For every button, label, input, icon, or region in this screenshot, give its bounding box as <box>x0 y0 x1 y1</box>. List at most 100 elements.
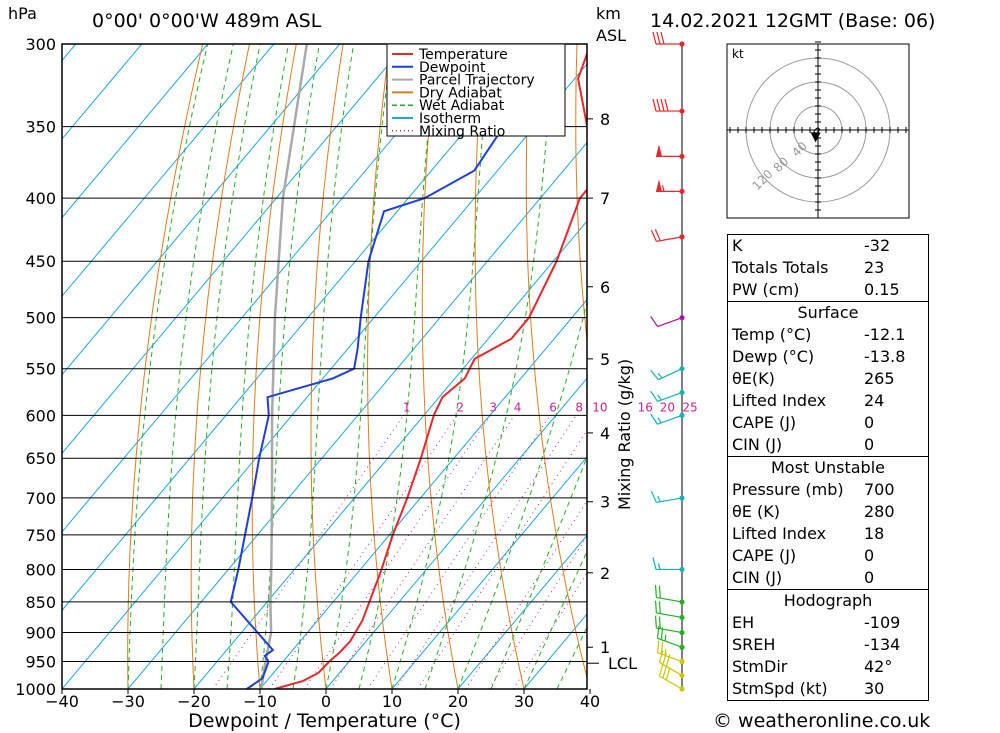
asl-label: ASL <box>596 26 627 45</box>
wind-barb-shaft <box>659 675 683 690</box>
dry-adiabat-line <box>525 44 587 680</box>
wind-barb-half-feather <box>664 649 667 656</box>
pressure-tick-label: 400 <box>25 189 56 208</box>
index-value: 265 <box>864 369 895 388</box>
index-row-pw: PW (cm) 0.15 <box>728 279 928 301</box>
index-value: -134 <box>864 635 901 654</box>
mixing-ratio-label: 4 <box>514 400 522 414</box>
index-label: Dewp (°C) <box>732 347 815 366</box>
index-value: 700 <box>864 480 895 499</box>
height-km-tick-label: 8 <box>600 110 610 129</box>
index-label: CIN (J) <box>732 568 783 587</box>
mixing-ratio-label: 1 <box>403 400 411 414</box>
wet-adiabat-line <box>523 550 587 689</box>
dry-adiabat-line <box>310 44 344 689</box>
wind-barb-dot <box>679 658 685 665</box>
wind-barb-full-feather <box>656 640 660 653</box>
index-row: Temp (°C) -12.1 <box>728 324 928 346</box>
mixing-ratio-axis-title: Mixing Ratio (g/kg) <box>615 359 634 510</box>
index-label: Lifted Index <box>732 391 827 410</box>
isotherm-line <box>127 141 587 689</box>
wind-barb-full-feather <box>664 98 669 112</box>
parcel-trajectory-line <box>260 44 309 689</box>
km-unit-label: km <box>596 4 621 23</box>
storm-motion-marker <box>810 132 821 143</box>
index-label: EH <box>732 613 755 632</box>
wind-barb-shaft <box>657 652 683 663</box>
wind-barb-full-feather <box>660 31 665 45</box>
source-credit-link[interactable]: © weatheronline.co.uk <box>713 710 931 732</box>
most-unstable-section: Most Unstable Pressure (mb) 700 θE (K) 280… <box>728 457 928 590</box>
dry-adiabat-line <box>367 44 393 689</box>
index-label: SREH <box>732 635 776 654</box>
pressure-tick-label: 800 <box>25 560 56 579</box>
location-title: 0°00' 0°00'W 489m ASL <box>92 10 322 32</box>
wind-barb-full-feather <box>650 369 659 381</box>
indices-table: K -32 Totals Totals 23 PW (cm) 0.15 Surface… <box>727 234 929 701</box>
wind-barb-shaft <box>657 414 683 425</box>
mixing-ratio-line <box>268 415 458 689</box>
index-label: PW (cm) <box>732 280 800 299</box>
index-value: 280 <box>864 502 895 521</box>
mixing-ratio-line <box>212 415 405 689</box>
index-label: Lifted Index <box>732 524 827 543</box>
dry-adiabat-line <box>575 44 587 346</box>
index-value: -12.1 <box>864 325 906 344</box>
pressure-tick-label: 950 <box>25 653 56 672</box>
index-label: StmSpd (kt) <box>732 679 828 698</box>
wind-barb-half-feather <box>657 394 662 401</box>
index-row: StmDir 42° <box>728 656 928 678</box>
mixing-ratio-label: 6 <box>549 400 557 414</box>
index-label: K <box>732 236 743 255</box>
pressure-tick-label: 850 <box>25 593 56 612</box>
dry-adiabat-line <box>190 44 250 689</box>
index-value: 18 <box>864 524 885 543</box>
wet-adiabat-line <box>358 44 438 689</box>
wind-barb-full-feather <box>658 601 661 614</box>
index-row: CIN (J) 0 <box>728 434 928 456</box>
hodograph-unit-label: kt <box>732 47 744 61</box>
wet-adiabat-line <box>292 44 354 689</box>
wind-barb-dot <box>679 644 685 650</box>
index-row: Lifted Index 18 <box>728 523 928 545</box>
wind-barb-full-feather <box>665 667 671 681</box>
height-km-tick-label: 1 <box>600 638 610 657</box>
wind-barb-full-feather <box>662 652 667 665</box>
x-tick-label: 30 <box>514 692 534 711</box>
x-tick-label: 20 <box>448 692 468 711</box>
index-row: Dewp (°C) -13.8 <box>728 346 928 368</box>
isotherm-line <box>457 534 587 689</box>
pressure-tick-label: 350 <box>25 118 56 137</box>
legend-box <box>386 43 566 137</box>
temperature-line <box>274 51 587 689</box>
legend-label: Mixing Ratio <box>419 124 505 140</box>
mixing-ratio-line <box>367 415 551 689</box>
wind-barb-shaft <box>656 497 683 504</box>
mixing-ratio-line <box>303 415 491 689</box>
wind-barb-half-feather <box>657 563 661 570</box>
x-tick-label: −20 <box>177 692 211 711</box>
pressure-tick-label: 650 <box>25 449 56 468</box>
wind-barb-full-feather <box>658 650 664 663</box>
mixing-ratio-label: 16 <box>638 400 653 414</box>
wind-barb-dot <box>679 234 685 240</box>
wind-barb-shaft <box>656 236 683 242</box>
wet-adiabat-line <box>259 44 320 689</box>
wind-barb-shaft <box>657 317 683 328</box>
pressure-tick-label: 300 <box>25 35 56 54</box>
isotherm-line <box>62 44 209 219</box>
wet-adiabat-line <box>226 44 290 689</box>
datetime-title: 14.02.2021 12GMT (Base: 06) <box>650 10 936 32</box>
lcl-label: LCL <box>608 654 637 673</box>
wet-adiabat-line <box>193 44 261 689</box>
pressure-tick-label: 450 <box>25 252 56 271</box>
index-row-k: K -32 <box>728 235 928 257</box>
wind-barb-full-feather <box>656 98 661 112</box>
index-value: 0 <box>864 546 875 565</box>
wind-barb-shaft <box>657 637 683 648</box>
index-row: θE (K) 280 <box>728 501 928 523</box>
height-km-tick-label: 2 <box>600 564 610 583</box>
wind-barb-shaft <box>658 368 683 381</box>
wind-barb-full-feather <box>656 31 661 45</box>
index-row: StmSpd (kt) 30 <box>728 678 928 700</box>
